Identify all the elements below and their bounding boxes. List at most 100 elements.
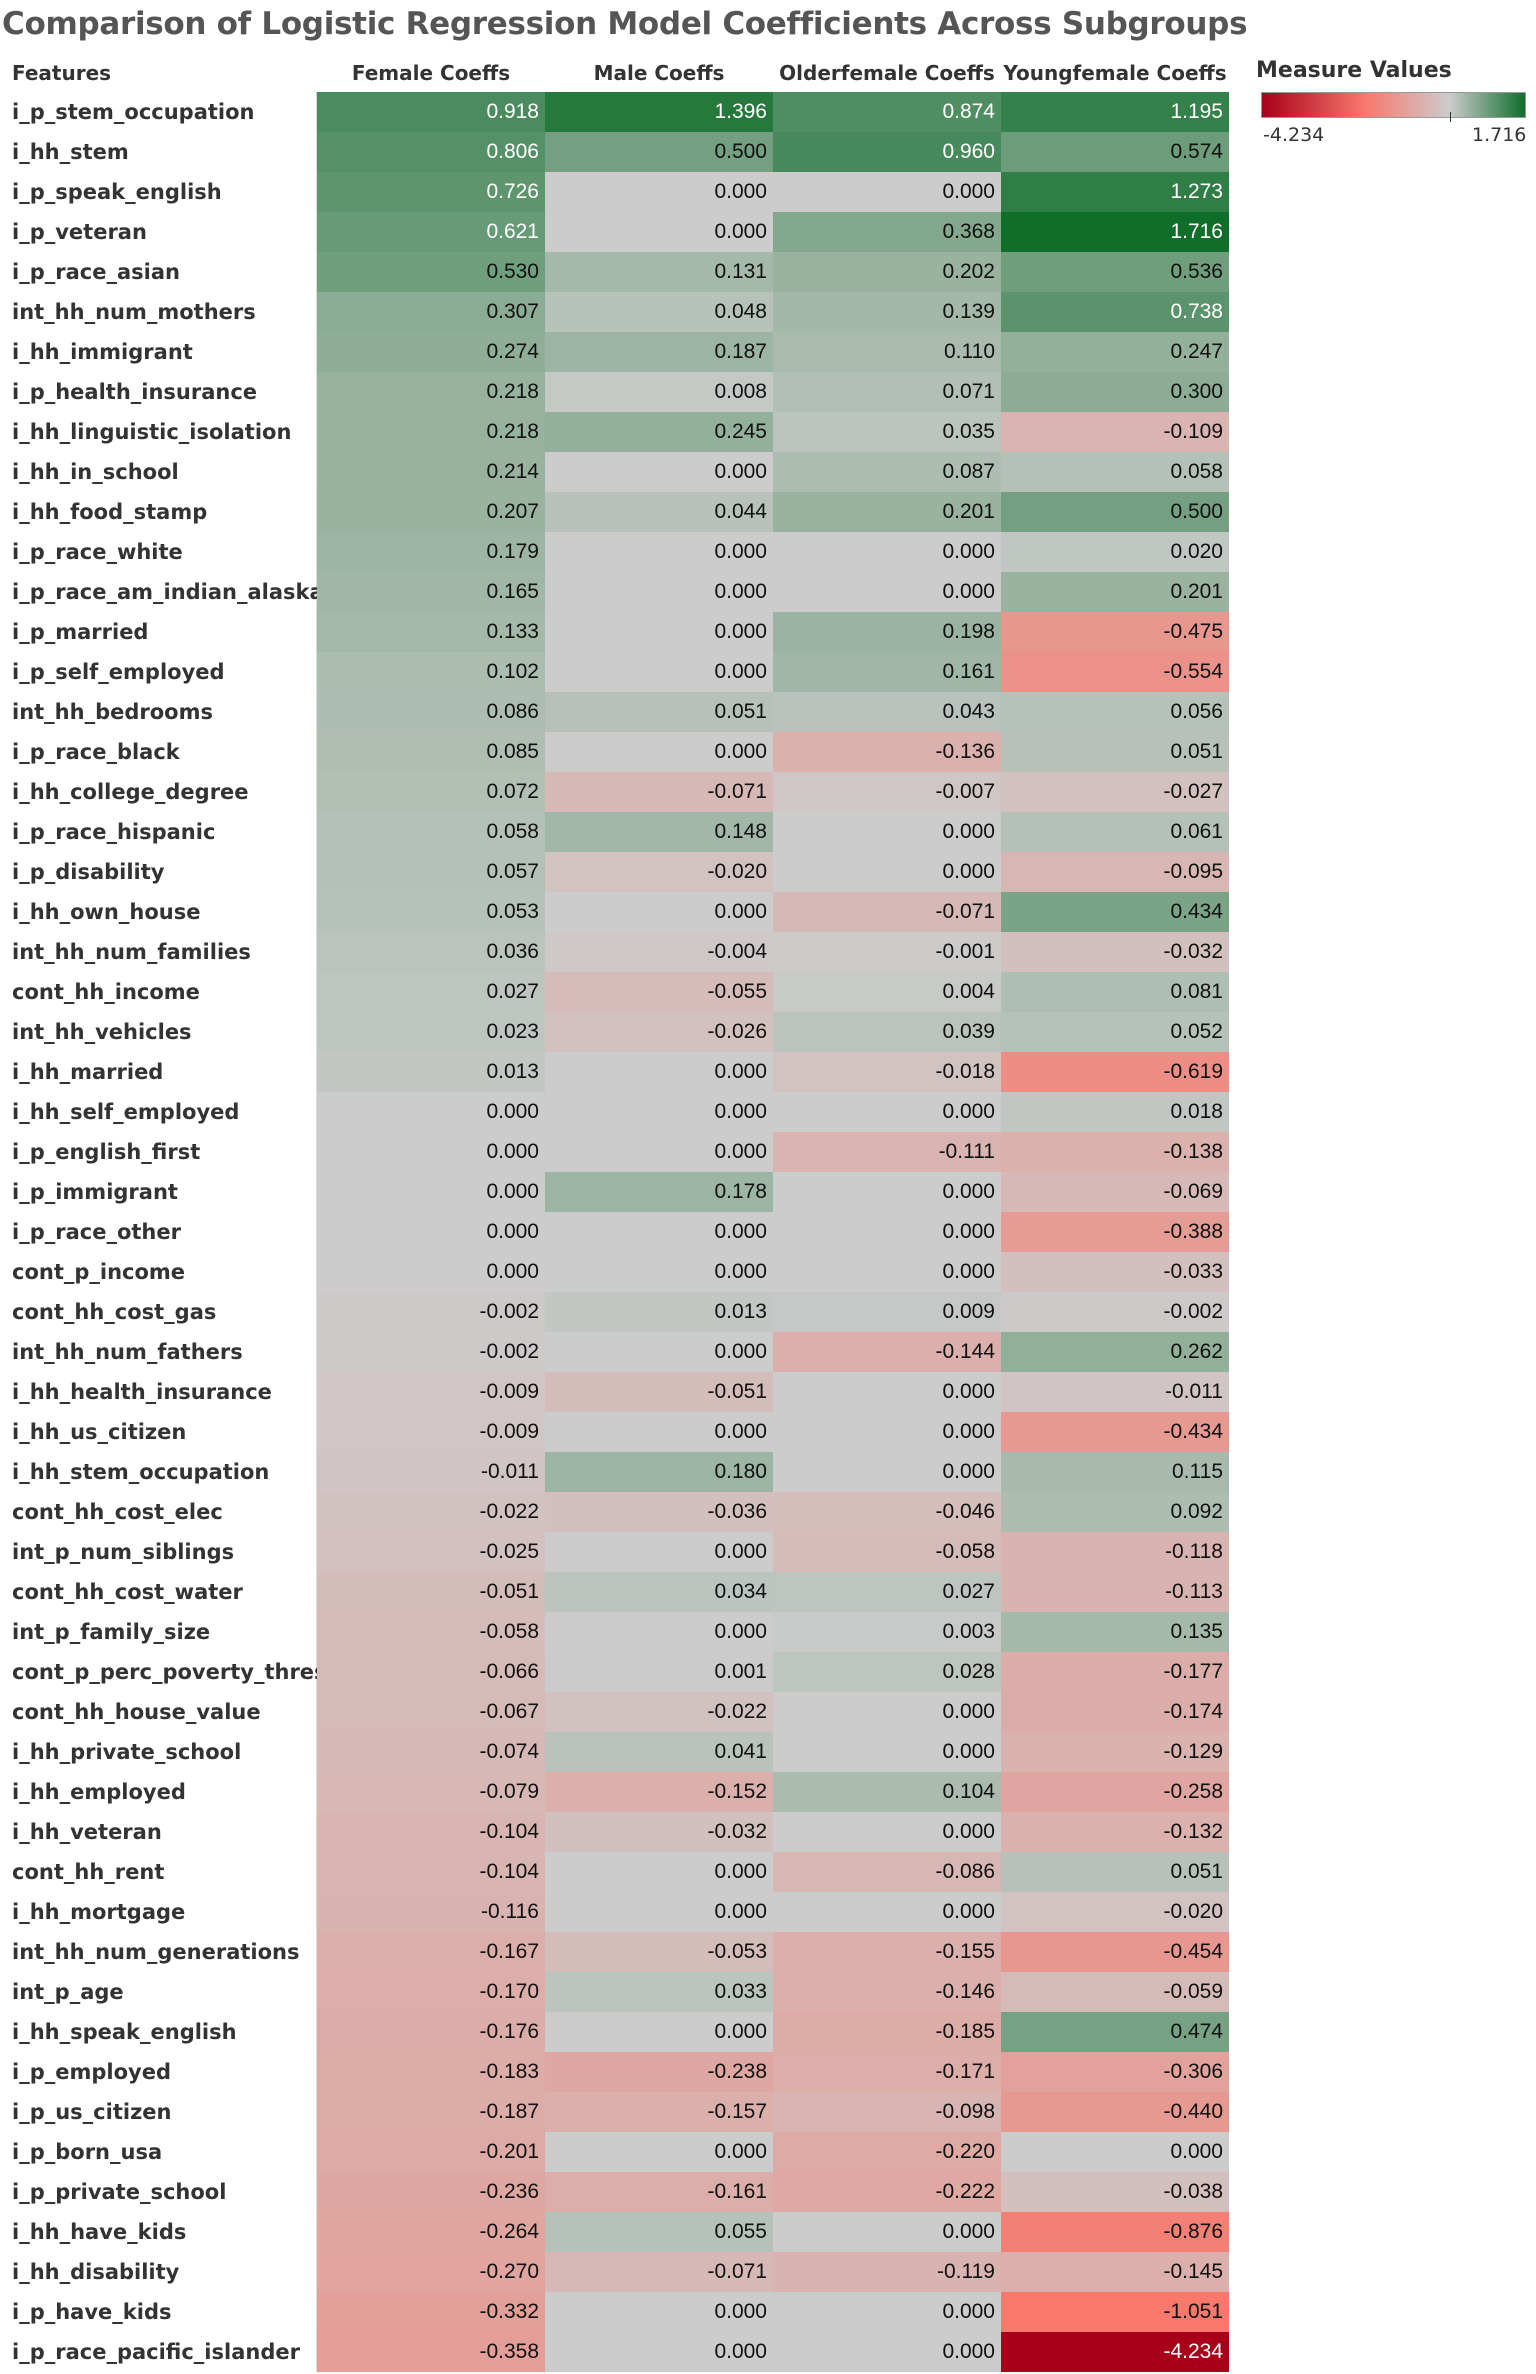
heatmap-cell[interactable]: 0.000	[773, 1892, 1001, 1932]
heatmap-cell[interactable]: 0.000	[773, 2332, 1001, 2372]
heatmap-cell[interactable]: -0.026	[545, 1012, 773, 1052]
heatmap-cell[interactable]: -0.201	[317, 2132, 545, 2172]
heatmap-cell[interactable]: -0.145	[1001, 2252, 1229, 2292]
heatmap-cell[interactable]: -0.129	[1001, 1732, 1229, 1772]
heatmap-cell[interactable]: -0.069	[1001, 1172, 1229, 1212]
heatmap-cell[interactable]: 0.000	[773, 2292, 1001, 2332]
heatmap-cell[interactable]: 0.135	[1001, 1612, 1229, 1652]
heatmap-cell[interactable]: 0.044	[545, 492, 773, 532]
heatmap-cell[interactable]: 0.262	[1001, 1332, 1229, 1372]
heatmap-cell[interactable]: -0.051	[317, 1572, 545, 1612]
heatmap-cell[interactable]: 0.000	[773, 1412, 1001, 1452]
heatmap-cell[interactable]: 0.000	[545, 452, 773, 492]
heatmap-cell[interactable]: 0.000	[545, 2332, 773, 2372]
heatmap-cell[interactable]: 0.027	[317, 972, 545, 1012]
heatmap-cell[interactable]: 0.000	[545, 532, 773, 572]
heatmap-cell[interactable]: -0.046	[773, 1492, 1001, 1532]
heatmap-cell[interactable]: -0.055	[545, 972, 773, 1012]
heatmap-cell[interactable]: 0.000	[317, 1252, 545, 1292]
heatmap-cell[interactable]: 0.000	[773, 1732, 1001, 1772]
heatmap-cell[interactable]: -0.002	[317, 1332, 545, 1372]
heatmap-cell[interactable]: -0.155	[773, 1932, 1001, 1972]
heatmap-cell[interactable]: 0.081	[1001, 972, 1229, 1012]
heatmap-cell[interactable]: 0.218	[317, 372, 545, 412]
heatmap-cell[interactable]: 0.139	[773, 292, 1001, 332]
heatmap-cell[interactable]: -0.036	[545, 1492, 773, 1532]
heatmap-cell[interactable]: -0.116	[317, 1892, 545, 1932]
heatmap-cell[interactable]: 0.018	[1001, 1092, 1229, 1132]
heatmap-cell[interactable]: 0.104	[773, 1772, 1001, 1812]
heatmap-cell[interactable]: 0.300	[1001, 372, 1229, 412]
heatmap-cell[interactable]: 0.960	[773, 132, 1001, 172]
heatmap-cell[interactable]: 0.738	[1001, 292, 1229, 332]
heatmap-cell[interactable]: 0.000	[545, 1132, 773, 1172]
heatmap-cell[interactable]: -0.038	[1001, 2172, 1229, 2212]
heatmap-cell[interactable]: 0.056	[1001, 692, 1229, 732]
heatmap-cell[interactable]: 0.474	[1001, 2012, 1229, 2052]
heatmap-cell[interactable]: -0.183	[317, 2052, 545, 2092]
heatmap-cell[interactable]: 0.048	[545, 292, 773, 332]
heatmap-cell[interactable]: 0.274	[317, 332, 545, 372]
heatmap-cell[interactable]: -0.167	[317, 1932, 545, 1972]
heatmap-cell[interactable]: 0.247	[1001, 332, 1229, 372]
heatmap-cell[interactable]: 0.028	[773, 1652, 1001, 1692]
heatmap-cell[interactable]: -0.018	[773, 1052, 1001, 1092]
heatmap-cell[interactable]: -0.434	[1001, 1412, 1229, 1452]
heatmap-cell[interactable]: -1.051	[1001, 2292, 1229, 2332]
heatmap-cell[interactable]: 0.000	[773, 1172, 1001, 1212]
heatmap-cell[interactable]: 0.000	[545, 2132, 773, 2172]
heatmap-cell[interactable]: 0.020	[1001, 532, 1229, 572]
heatmap-cell[interactable]: -0.264	[317, 2212, 545, 2252]
heatmap-cell[interactable]: -0.025	[317, 1532, 545, 1572]
heatmap-cell[interactable]: 0.218	[317, 412, 545, 452]
heatmap-cell[interactable]: 0.051	[1001, 1852, 1229, 1892]
heatmap-cell[interactable]: 0.071	[773, 372, 1001, 412]
heatmap-cell[interactable]: -0.007	[773, 772, 1001, 812]
heatmap-cell[interactable]: -4.234	[1001, 2332, 1229, 2372]
heatmap-cell[interactable]: 0.000	[773, 1252, 1001, 1292]
heatmap-cell[interactable]: 0.179	[317, 532, 545, 572]
heatmap-cell[interactable]: -0.152	[545, 1772, 773, 1812]
heatmap-cell[interactable]: 0.198	[773, 612, 1001, 652]
heatmap-cell[interactable]: -0.074	[317, 1732, 545, 1772]
heatmap-cell[interactable]: -0.051	[545, 1372, 773, 1412]
heatmap-cell[interactable]: -0.171	[773, 2052, 1001, 2092]
heatmap-cell[interactable]: 0.000	[545, 212, 773, 252]
heatmap-cell[interactable]: -0.020	[545, 852, 773, 892]
heatmap-cell[interactable]: 0.000	[773, 172, 1001, 212]
heatmap-cell[interactable]: -0.146	[773, 1972, 1001, 2012]
heatmap-cell[interactable]: 0.009	[773, 1292, 1001, 1332]
heatmap-cell[interactable]: 1.195	[1001, 92, 1229, 132]
heatmap-cell[interactable]: 0.039	[773, 1012, 1001, 1052]
heatmap-cell[interactable]: 0.000	[545, 2012, 773, 2052]
heatmap-cell[interactable]: 0.245	[545, 412, 773, 452]
heatmap-cell[interactable]: -0.554	[1001, 652, 1229, 692]
heatmap-cell[interactable]: 0.058	[1001, 452, 1229, 492]
heatmap-cell[interactable]: -0.071	[545, 2252, 773, 2292]
heatmap-cell[interactable]: -0.104	[317, 1812, 545, 1852]
heatmap-cell[interactable]: -0.174	[1001, 1692, 1229, 1732]
heatmap-cell[interactable]: 0.000	[545, 172, 773, 212]
heatmap-cell[interactable]: 0.434	[1001, 892, 1229, 932]
heatmap-cell[interactable]: 0.092	[1001, 1492, 1229, 1532]
heatmap-cell[interactable]: -0.306	[1001, 2052, 1229, 2092]
heatmap-cell[interactable]: -0.454	[1001, 1932, 1229, 1972]
heatmap-cell[interactable]: 0.115	[1001, 1452, 1229, 1492]
heatmap-cell[interactable]: -0.059	[1001, 1972, 1229, 2012]
heatmap-cell[interactable]: -0.022	[317, 1492, 545, 1532]
heatmap-cell[interactable]: -0.119	[773, 2252, 1001, 2292]
heatmap-cell[interactable]: 0.307	[317, 292, 545, 332]
heatmap-cell[interactable]: -0.236	[317, 2172, 545, 2212]
heatmap-cell[interactable]: 0.000	[545, 1332, 773, 1372]
heatmap-cell[interactable]: 0.000	[773, 812, 1001, 852]
heatmap-cell[interactable]: 0.207	[317, 492, 545, 532]
heatmap-cell[interactable]: 1.273	[1001, 172, 1229, 212]
heatmap-cell[interactable]: 0.043	[773, 692, 1001, 732]
heatmap-cell[interactable]: -0.071	[545, 772, 773, 812]
heatmap-cell[interactable]: 0.530	[317, 252, 545, 292]
heatmap-cell[interactable]: 0.000	[545, 1212, 773, 1252]
heatmap-cell[interactable]: -0.009	[317, 1412, 545, 1452]
heatmap-cell[interactable]: -0.086	[773, 1852, 1001, 1892]
heatmap-cell[interactable]: 0.000	[545, 1532, 773, 1572]
heatmap-cell[interactable]: 0.003	[773, 1612, 1001, 1652]
